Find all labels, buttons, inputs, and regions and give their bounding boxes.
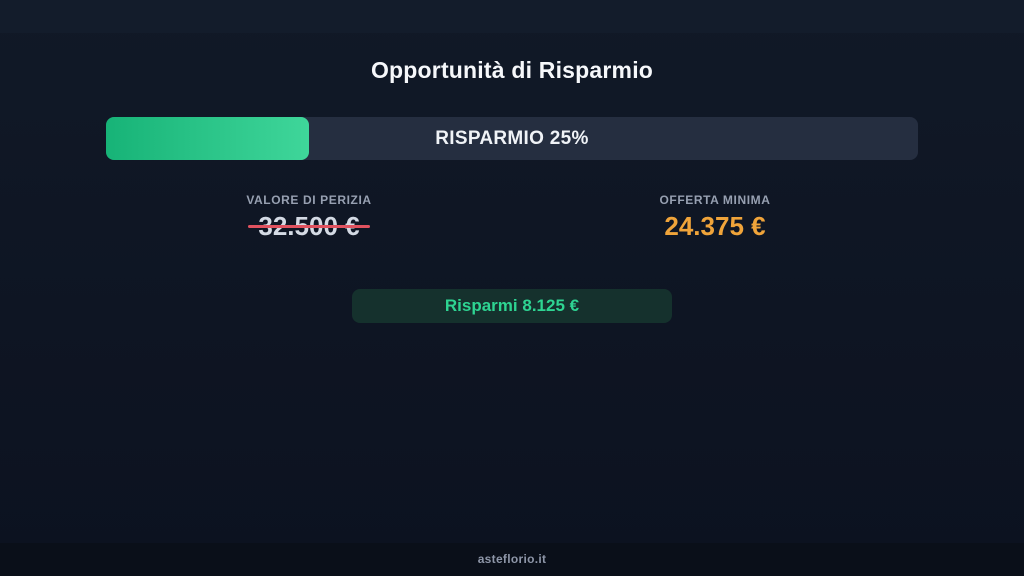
appraisal-value-amount: 32.500 € — [248, 211, 370, 241]
savings-amount-badge: Risparmi 8.125 € — [352, 289, 672, 323]
badge-row: Risparmi 8.125 € — [0, 289, 1024, 323]
stats-row: VALORE DI PERIZIA 32.500 € OFFERTA MINIM… — [106, 193, 918, 241]
savings-bar-label: RISPARMIO 25% — [435, 128, 589, 149]
minimum-offer-column: OFFERTA MINIMA 24.375 € — [512, 193, 918, 241]
appraisal-value-label: VALORE DI PERIZIA — [246, 193, 372, 207]
appraisal-value: 32.500 € — [106, 211, 512, 241]
appraisal-value-column: VALORE DI PERIZIA 32.500 € — [106, 193, 512, 241]
savings-progress-bar: RISPARMIO 25% — [106, 117, 918, 160]
top-band — [0, 0, 1024, 33]
page-title: Opportunità di Risparmio — [370, 57, 654, 83]
footer: asteflorio.it — [0, 543, 1024, 576]
minimum-offer-amount: 24.375 € — [664, 211, 766, 241]
minimum-offer-value: 24.375 € — [512, 211, 918, 241]
minimum-offer-label: OFFERTA MINIMA — [659, 193, 771, 207]
savings-bar-fill — [106, 117, 309, 160]
